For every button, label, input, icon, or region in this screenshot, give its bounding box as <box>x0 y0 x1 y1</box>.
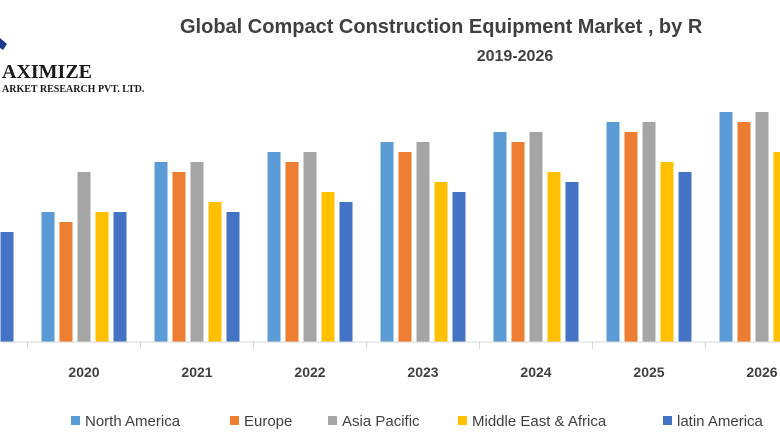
bar-2024-latin-america <box>565 182 579 342</box>
bar-2024-middle-east-africa <box>547 172 561 342</box>
legend-label-1: Europe <box>244 413 292 430</box>
bar-2024-europe <box>511 142 525 342</box>
legend-label-2: Asia Pacific <box>342 413 420 430</box>
bar-2022-asia-pacific <box>303 152 317 342</box>
bar-2026-europe <box>737 122 751 342</box>
bar-2021-middle-east-africa <box>208 202 222 342</box>
legend-label-3: Middle East & Africa <box>472 413 607 430</box>
chart-subtitle: 2019-2026 <box>477 48 554 65</box>
legend-swatch-1 <box>230 416 239 425</box>
bar-2021-asia-pacific <box>190 162 204 342</box>
bar-2020-europe <box>59 222 73 342</box>
bar-2020-latin-america <box>113 212 127 342</box>
bar-2022-latin-america <box>339 202 353 342</box>
bar-2025-north-america <box>606 122 620 342</box>
bar-2019-latin-america <box>0 232 14 342</box>
legend-swatch-3 <box>458 416 467 425</box>
bar-2023-middle-east-africa <box>434 182 448 342</box>
legend-label-0: North America <box>85 413 181 430</box>
bars <box>0 112 780 342</box>
x-tick-label-2023: 2023 <box>407 364 438 380</box>
bar-2021-europe <box>172 172 186 342</box>
bar-2020-asia-pacific <box>77 172 91 342</box>
bar-2022-middle-east-africa <box>321 192 335 342</box>
bar-2022-europe <box>285 162 299 342</box>
x-tick-label-2022: 2022 <box>294 364 325 380</box>
logo-tagline: ARKET RESEARCH PVT. LTD. <box>2 84 145 95</box>
x-tick-label-2026: 2026 <box>746 364 777 380</box>
legend-swatch-2 <box>328 416 337 425</box>
bar-2025-middle-east-africa <box>660 162 674 342</box>
legend-swatch-4 <box>663 416 672 425</box>
x-axis-ticks <box>27 342 706 349</box>
x-tick-label-2025: 2025 <box>633 364 664 380</box>
bar-2025-europe <box>624 132 638 342</box>
bar-2024-north-america <box>493 132 507 342</box>
x-tick-label-2021: 2021 <box>181 364 212 380</box>
bar-2026-middle-east-africa <box>773 152 780 342</box>
bar-2021-latin-america <box>226 212 240 342</box>
x-tick-label-2024: 2024 <box>520 364 551 380</box>
bar-2023-europe <box>398 152 412 342</box>
logo: AXIMIZE ARKET RESEARCH PVT. LTD. <box>0 38 145 95</box>
logo-mark-icon <box>0 38 7 50</box>
bar-2023-asia-pacific <box>416 142 430 342</box>
bar-2020-middle-east-africa <box>95 212 109 342</box>
bar-2026-north-america <box>719 112 733 342</box>
logo-name: AXIMIZE <box>2 61 92 83</box>
legend: North America Europe Asia Pacific Middle Ea… <box>71 413 764 430</box>
x-tick-label-2020: 2020 <box>68 364 99 380</box>
bar-2026-asia-pacific <box>755 112 769 342</box>
bar-2024-asia-pacific <box>529 132 543 342</box>
chart-title: Global Compact Construction Equipment Ma… <box>180 16 703 38</box>
legend-swatch-0 <box>71 416 80 425</box>
bar-2022-north-america <box>267 152 281 342</box>
bar-2025-asia-pacific <box>642 122 656 342</box>
bar-2023-north-america <box>380 142 394 342</box>
bar-2020-north-america <box>41 212 55 342</box>
x-axis-labels: 2020 2021 2022 2023 2024 2025 2026 <box>68 364 777 380</box>
legend-label-4: latin America <box>677 413 764 430</box>
bar-2021-north-america <box>154 162 168 342</box>
bar-2023-latin-america <box>452 192 466 342</box>
bar-2025-latin-america <box>678 172 692 342</box>
